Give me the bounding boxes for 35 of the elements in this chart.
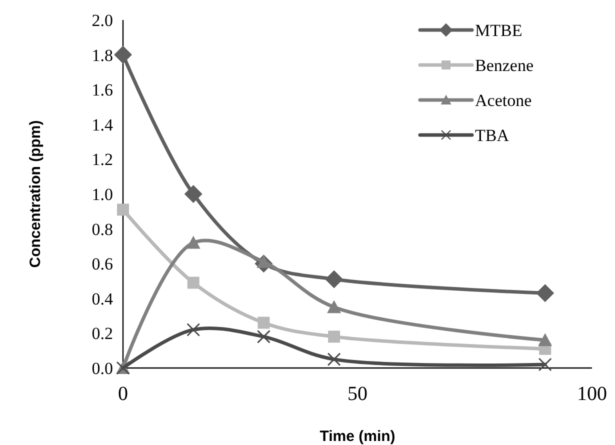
x-tick-label: 100: [577, 383, 607, 405]
point: [184, 185, 202, 203]
legend-label: Acetone: [475, 90, 532, 110]
y-tick-label: 0.6: [92, 254, 113, 274]
point: [327, 352, 341, 366]
legend-label: TBA: [475, 126, 510, 145]
point: [114, 46, 132, 64]
y-tick-label: 1.2: [92, 150, 113, 170]
point: [117, 204, 129, 216]
y-tick-label: 0.4: [92, 289, 114, 308]
y-tick-label: 0.2: [92, 324, 113, 344]
y-tick-label: 0.0: [92, 358, 113, 378]
y-tick-label: 1.6: [92, 80, 113, 100]
point: [538, 333, 552, 346]
legend-label: MTBE: [475, 20, 522, 40]
point: [328, 330, 340, 343]
y-tick-label: 0.8: [92, 220, 113, 239]
point: [186, 322, 200, 336]
y-tick-label: 1.0: [92, 184, 113, 204]
point: [327, 300, 342, 314]
x-tick-label: 0: [118, 383, 128, 405]
point: [538, 358, 552, 372]
point: [536, 284, 554, 302]
x-tick-label: 50: [348, 383, 368, 405]
y-tick-label: 2.0: [92, 10, 113, 30]
point: [258, 316, 270, 329]
y-tick-label: 1.8: [92, 46, 113, 65]
point: [256, 330, 270, 344]
legend-label: Benzene: [475, 56, 534, 75]
y-tick-label: 1.4: [92, 115, 114, 134]
point: [325, 270, 344, 288]
y-axis-title: Concentration (ppm): [27, 120, 44, 268]
x-axis-title: Time (min): [320, 428, 396, 445]
point: [187, 276, 200, 289]
point: [186, 236, 200, 249]
